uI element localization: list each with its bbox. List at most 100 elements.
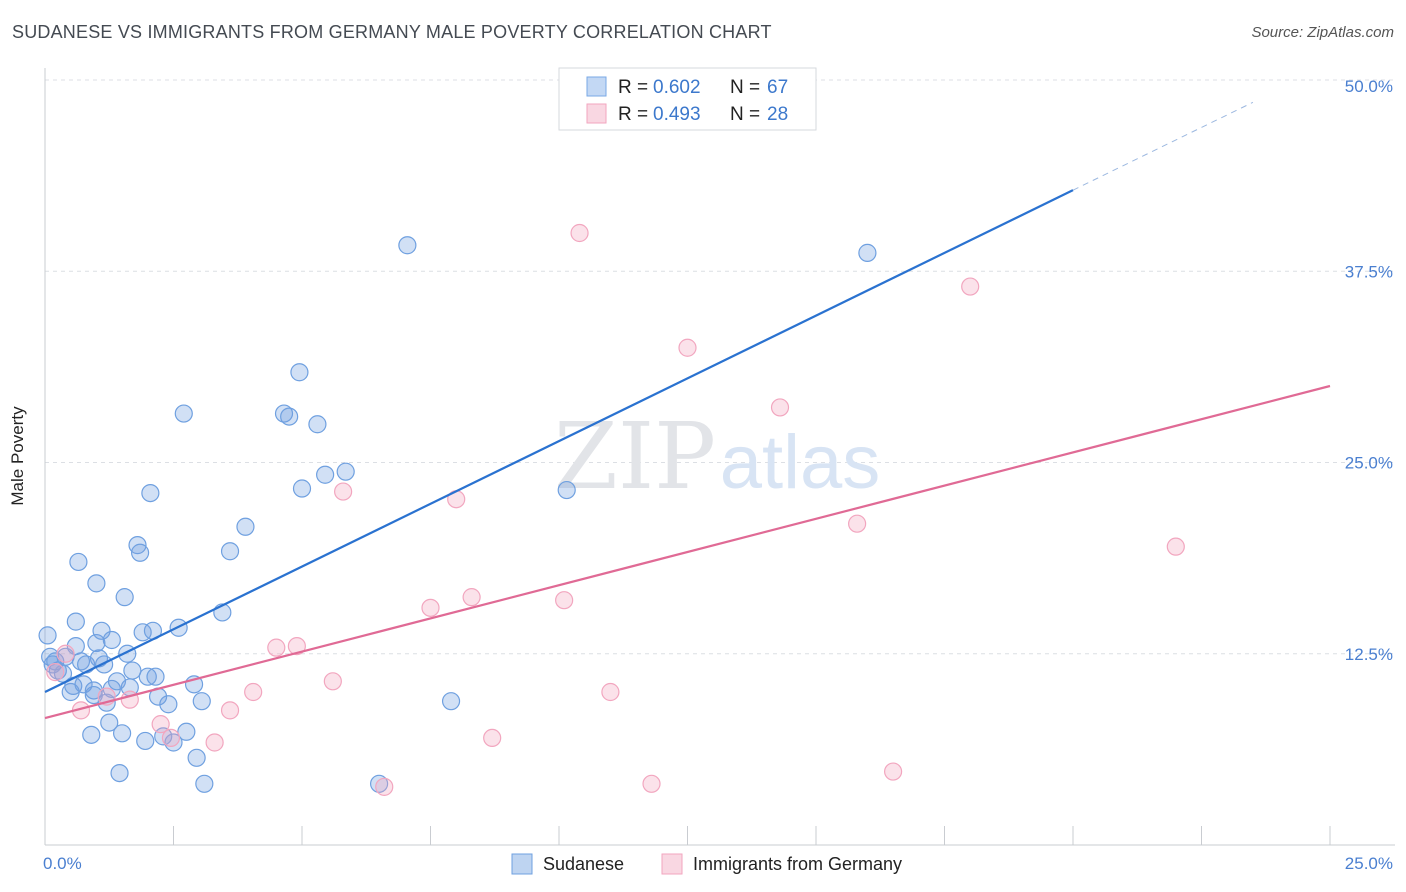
germany-point	[848, 514, 867, 533]
watermark: ZIP atlas	[554, 403, 880, 510]
sudanese-point	[92, 621, 111, 640]
germany-point	[375, 777, 394, 796]
sudanese-point	[292, 479, 312, 498]
sudanese-point	[102, 630, 121, 650]
watermark-atlas: atlas	[720, 420, 881, 505]
sudanese-point	[858, 243, 877, 262]
legend-n-label: N =	[730, 77, 760, 98]
legend-swatch	[586, 76, 607, 97]
sudanese-point	[280, 407, 299, 426]
sudanese-point	[123, 661, 142, 680]
sudanese-point	[174, 404, 193, 423]
sudanese-point	[146, 667, 165, 686]
sudanese-trend-line	[44, 189, 1074, 693]
germany-point	[421, 598, 440, 617]
germany-point	[151, 715, 170, 734]
germany-point	[883, 762, 903, 781]
sudanese-point	[177, 722, 196, 741]
trend-lines	[44, 101, 1331, 720]
x-tick-label: 25.0%	[1345, 854, 1393, 873]
sudanese-point	[195, 774, 214, 793]
axes	[44, 68, 1395, 846]
sudanese-point	[370, 774, 389, 793]
sudanese-point	[308, 415, 327, 434]
legend-box	[558, 67, 817, 131]
sudanese-point	[192, 692, 211, 711]
sudanese-point	[187, 748, 206, 767]
sudanese-trend-extension	[1072, 101, 1254, 191]
sudanese-point	[100, 713, 119, 732]
legend-top: R = 0.602 N = 67 R = 0.493 N = 28	[558, 67, 817, 131]
y-tick-label: 12.5%	[1345, 645, 1393, 664]
legend-bottom: Sudanese Immigrants from Germany	[511, 853, 902, 875]
legend-r-value: 0.493	[653, 104, 701, 125]
germany-point	[323, 672, 342, 691]
sudanese-point	[274, 404, 294, 423]
sudanese-point	[316, 465, 335, 484]
sudanese-point	[336, 462, 355, 481]
germany-point	[642, 774, 661, 793]
sudanese-point	[130, 543, 150, 562]
y-tick-label: 25.0%	[1345, 454, 1393, 473]
sudanese-point	[159, 695, 178, 714]
germany-point	[220, 701, 240, 720]
legend-r-label: R =	[618, 104, 648, 125]
chart-title: SUDANESE VS IMMIGRANTS FROM GERMANY MALE…	[12, 22, 772, 42]
chart-source: Source: ZipAtlas.com	[1251, 24, 1394, 41]
legend-r-value: 0.602	[653, 77, 701, 98]
sudanese-point	[141, 484, 160, 503]
germany-trend-line	[44, 384, 1331, 720]
sudanese-point	[136, 731, 155, 751]
germany-point	[961, 277, 980, 296]
legend-n-value: 67	[767, 77, 788, 98]
germany-point	[1166, 537, 1185, 556]
germany-point	[601, 682, 620, 702]
germany-point	[555, 591, 574, 610]
germany-point	[770, 398, 790, 417]
tick-labels: 12.5% 25.0% 37.5% 50.0% 0.0% 25.0%	[43, 77, 1393, 873]
x-tick-label: 0.0%	[43, 854, 82, 873]
y-tick-label: 37.5%	[1345, 262, 1393, 281]
germany-point	[334, 482, 353, 501]
legend-bottom-swatch	[661, 853, 683, 875]
sudanese-point	[557, 480, 576, 500]
gridlines	[45, 79, 1395, 655]
y-tick-label: 50.0%	[1345, 77, 1393, 96]
sudanese-point	[95, 655, 114, 674]
sudanese-point	[82, 725, 101, 744]
sudanese-point	[138, 667, 157, 686]
legend-swatch	[586, 103, 607, 124]
legend-n-label: N =	[730, 104, 760, 125]
germany-point	[287, 636, 306, 656]
sudanese-point	[87, 574, 106, 593]
sudanese-point	[290, 363, 309, 382]
legend-bottom-label: Immigrants from Germany	[693, 854, 902, 874]
sudanese-point	[236, 517, 255, 536]
sudanese-point	[115, 588, 134, 607]
germany-point	[267, 638, 286, 657]
sudanese-point	[112, 724, 132, 743]
germany-point	[46, 663, 65, 682]
legend-bottom-swatch	[511, 853, 533, 875]
germany-point	[462, 588, 481, 607]
germany-point	[678, 338, 697, 357]
legend-n-value: 28	[767, 104, 788, 125]
sudanese-point	[220, 542, 240, 561]
germany-point	[205, 733, 224, 752]
legend-r-label: R =	[618, 77, 648, 98]
sudanese-point	[441, 692, 461, 711]
sudanese-point	[66, 612, 85, 631]
sudanese-point	[71, 652, 91, 671]
sudanese-point	[110, 763, 129, 783]
germany-point	[56, 644, 75, 663]
germany-point	[244, 682, 263, 702]
germany-point	[483, 728, 502, 748]
legend-bottom-label: Sudanese	[543, 854, 624, 874]
sudanese-point	[38, 626, 57, 645]
sudanese-point	[69, 552, 88, 572]
germany-point	[570, 223, 589, 243]
germany-point	[161, 728, 181, 748]
sudanese-point	[398, 236, 417, 255]
watermark-zip: ZIP	[554, 403, 716, 510]
